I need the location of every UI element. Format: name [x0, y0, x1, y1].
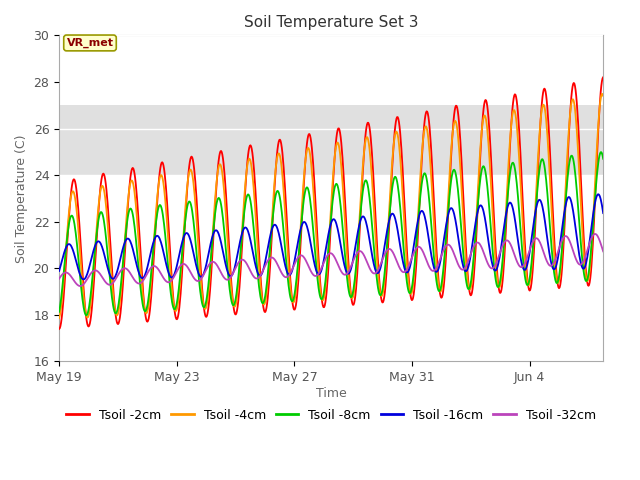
Text: VR_met: VR_met — [67, 38, 113, 48]
Title: Soil Temperature Set 3: Soil Temperature Set 3 — [244, 15, 419, 30]
Bar — [59, 105, 603, 175]
X-axis label: Time: Time — [316, 387, 346, 400]
Y-axis label: Soil Temperature (C): Soil Temperature (C) — [15, 134, 28, 263]
Legend: Tsoil -2cm, Tsoil -4cm, Tsoil -8cm, Tsoil -16cm, Tsoil -32cm: Tsoil -2cm, Tsoil -4cm, Tsoil -8cm, Tsoi… — [61, 404, 601, 427]
